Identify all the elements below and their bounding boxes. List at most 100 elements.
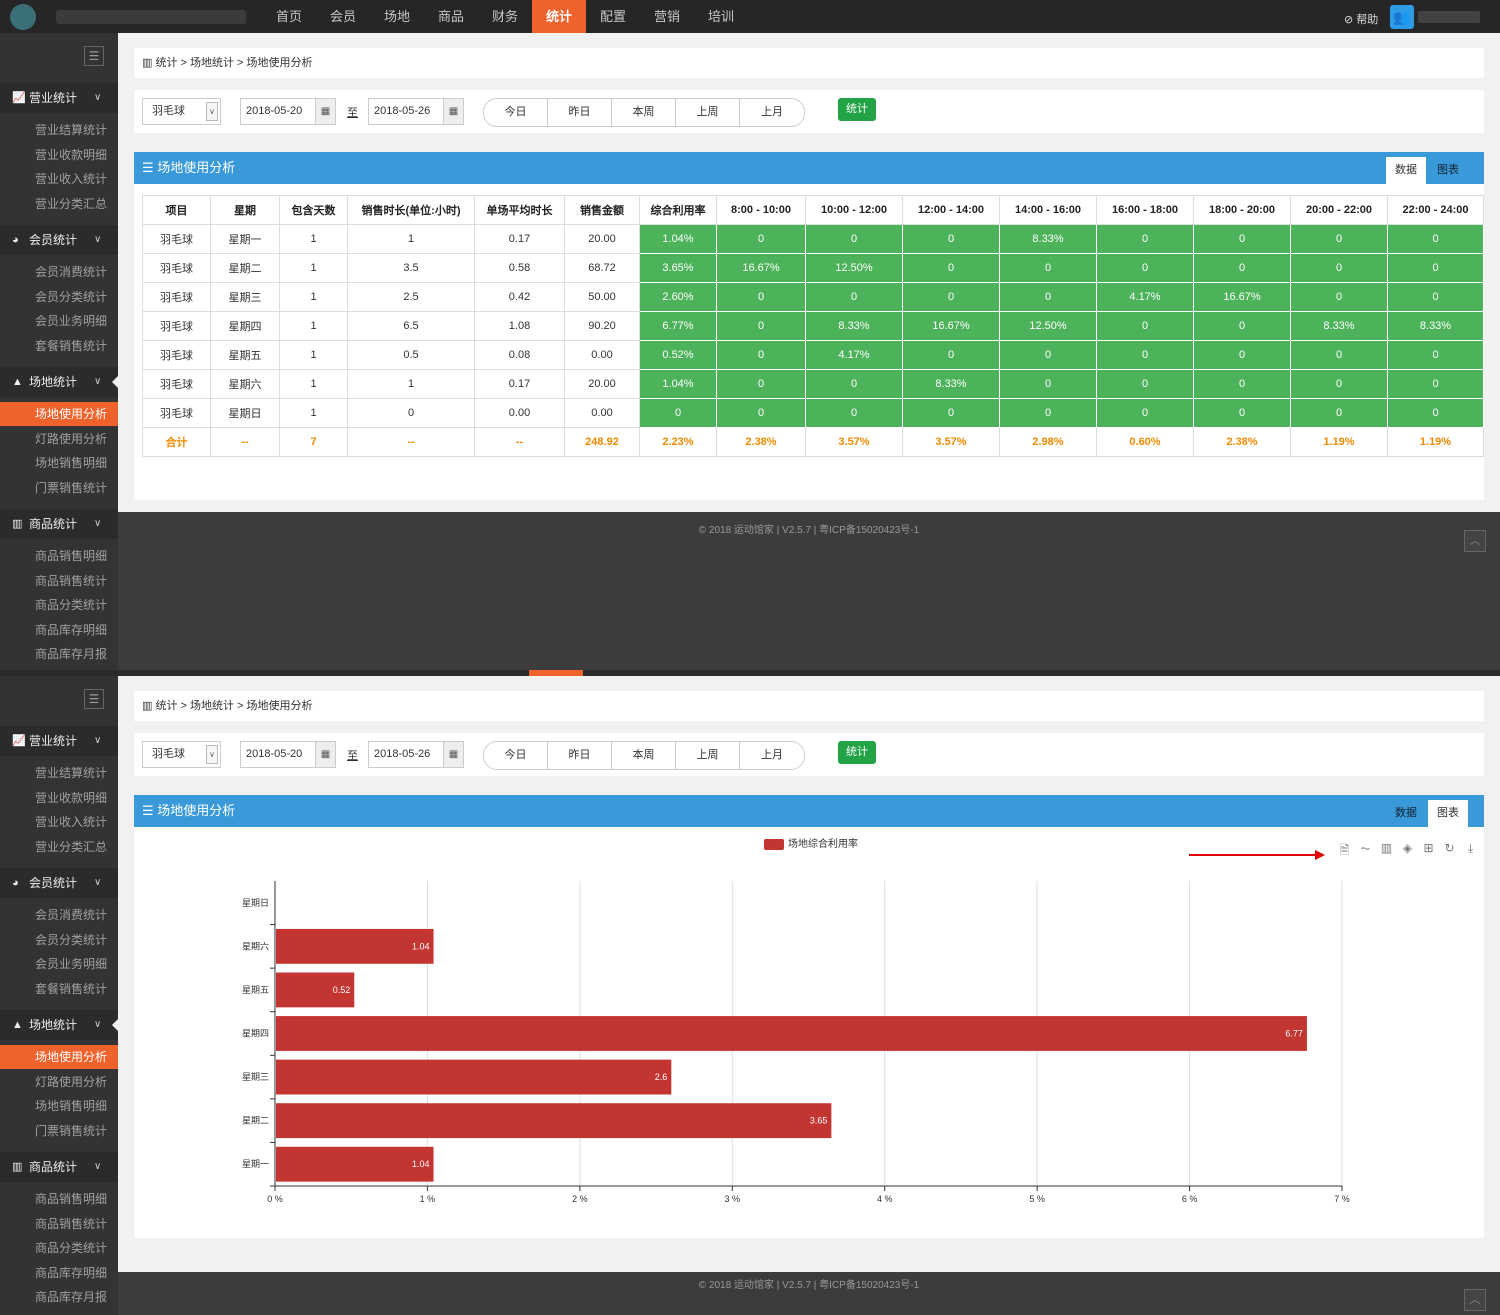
total-cell: 合计	[142, 427, 211, 457]
sidebar-item[interactable]: 商品库存月报	[35, 647, 108, 661]
sidebar-group[interactable]: ▥ 商品统计 ∨	[0, 1152, 118, 1182]
data-view-icon[interactable]: 🗎	[1339, 843, 1350, 857]
sidebar-item[interactable]: 场地使用分析	[0, 1045, 118, 1069]
table-cell: 16.67%	[902, 311, 1000, 341]
sidebar-item[interactable]: 商品销售明细	[35, 1192, 108, 1206]
nav-item[interactable]: 配置	[599, 9, 626, 24]
sidebar-group[interactable]: ◕ 会员统计 ∨	[0, 868, 118, 898]
sidebar-toggle-icon[interactable]: ☰	[84, 689, 104, 709]
nav-item[interactable]: 首页	[275, 9, 302, 24]
sidebar-item[interactable]: 会员分类统计	[35, 289, 108, 304]
quick-range-button[interactable]: 上周	[676, 742, 740, 769]
restore-icon[interactable]: ↻	[1444, 841, 1455, 855]
sidebar-item[interactable]: 营业结算统计	[35, 123, 108, 137]
nav-item[interactable]: 商品	[437, 9, 464, 24]
start-date-input[interactable]: 2018-05-20 ▦	[240, 98, 336, 125]
sport-select[interactable]: 羽毛球 ∨	[142, 741, 221, 768]
quick-range-button[interactable]: 本周	[612, 742, 676, 769]
nav-item[interactable]: 培训	[707, 9, 734, 24]
sidebar-item[interactable]: 套餐销售统计	[35, 981, 108, 996]
nav-item-active[interactable]: 统计	[532, 0, 586, 33]
bar[interactable]	[276, 1059, 672, 1095]
end-date-input[interactable]: 2018-05-26 ▦	[368, 741, 464, 768]
sidebar-item[interactable]: 场地销售明细	[35, 456, 108, 470]
bar[interactable]	[276, 1103, 832, 1139]
chart-legend[interactable]: 场地综合利用率	[764, 839, 858, 851]
tiled-icon[interactable]: ⊞	[1423, 841, 1434, 855]
quick-range-button[interactable]: 今日	[484, 742, 548, 769]
tab-chart[interactable]: 图表	[1428, 800, 1468, 827]
sidebar-item[interactable]: 场地销售明细	[35, 1099, 108, 1113]
sidebar-group[interactable]: 📈 营业统计 ∨	[0, 726, 118, 756]
calendar-icon[interactable]: ▦	[315, 742, 335, 767]
bar[interactable]	[276, 1146, 434, 1182]
sidebar-item[interactable]: 会员消费统计	[35, 908, 108, 922]
sidebar-group[interactable]: 📈 营业统计 ∨	[0, 83, 118, 113]
line-switch-icon[interactable]: ⏦	[1360, 841, 1371, 855]
bar-switch-icon[interactable]: ▥	[1380, 841, 1393, 855]
sidebar-item[interactable]: 场地使用分析	[0, 402, 118, 426]
quick-range-button[interactable]: 昨日	[548, 99, 612, 126]
sidebar-item[interactable]: 营业结算统计	[35, 766, 108, 780]
sidebar-item[interactable]: 商品分类统计	[35, 598, 108, 612]
sidebar-item[interactable]: 会员分类统计	[35, 932, 108, 947]
bar[interactable]	[276, 1016, 1307, 1051]
sidebar-item[interactable]: 商品库存明细	[35, 1265, 108, 1280]
calendar-icon[interactable]: ▦	[315, 99, 335, 124]
calendar-icon[interactable]: ▦	[443, 742, 463, 767]
submit-button[interactable]: 统计	[838, 741, 876, 764]
nav-item[interactable]: 营销	[653, 9, 680, 24]
sidebar-group[interactable]: ▲ 场地统计 ∨	[0, 1010, 118, 1040]
bar[interactable]	[276, 972, 355, 1008]
sidebar-item[interactable]: 商品销售统计	[35, 573, 108, 588]
tab-data[interactable]: 数据	[1395, 807, 1417, 819]
save-image-icon[interactable]: ⤓	[1467, 841, 1474, 855]
sidebar-item[interactable]: 套餐销售统计	[35, 338, 108, 353]
sidebar-item[interactable]: 灯路使用分析	[35, 431, 108, 446]
sidebar-group[interactable]: ▥ 商品统计 ∨	[0, 509, 118, 539]
back-to-top-button[interactable]: ︿	[1464, 530, 1486, 552]
sport-select[interactable]: 羽毛球 ∨	[142, 98, 221, 125]
sidebar-item[interactable]: 灯路使用分析	[35, 1074, 108, 1089]
nav-item[interactable]: 财务	[491, 9, 518, 24]
end-date-input[interactable]: 2018-05-26 ▦	[368, 98, 464, 125]
sidebar-item[interactable]: 会员业务明细	[35, 957, 108, 971]
sidebar-item[interactable]: 商品销售统计	[35, 1216, 108, 1231]
bar[interactable]	[276, 928, 434, 964]
help-link[interactable]: ⊘ 帮助	[1344, 14, 1379, 26]
sidebar-item[interactable]: 营业收入统计	[35, 815, 108, 829]
back-to-top-button[interactable]: ︿	[1464, 1289, 1486, 1311]
sidebar-group[interactable]: ▲ 场地统计 ∨	[0, 367, 118, 397]
sidebar-item[interactable]: 商品库存明细	[35, 622, 108, 637]
quick-range-button[interactable]: 上月	[740, 99, 804, 126]
stack-icon[interactable]: ◈	[1402, 841, 1413, 855]
calendar-icon[interactable]: ▦	[443, 99, 463, 124]
sidebar-toggle-icon[interactable]: ☰	[84, 46, 104, 66]
sidebar-item[interactable]: 门票销售统计	[35, 1123, 108, 1138]
sidebar-item[interactable]: 营业收款明细	[35, 147, 108, 162]
quick-range-button[interactable]: 上月	[740, 742, 804, 769]
tab-chart[interactable]: 图表	[1437, 164, 1459, 176]
sidebar-item[interactable]: 门票销售统计	[35, 480, 108, 495]
nav-item[interactable]: 场地	[383, 9, 410, 24]
submit-button[interactable]: 统计	[838, 98, 876, 121]
sidebar-item[interactable]: 营业收入统计	[35, 172, 108, 186]
quick-range-button[interactable]: 上周	[676, 99, 740, 126]
quick-range-button[interactable]: 今日	[484, 99, 548, 126]
quick-range-button[interactable]: 昨日	[548, 742, 612, 769]
tab-data[interactable]: 数据	[1386, 157, 1426, 184]
username-blurred[interactable]	[1418, 11, 1480, 23]
sidebar-item[interactable]: 会员消费统计	[35, 265, 108, 279]
sidebar-item[interactable]: 营业收款明细	[35, 790, 108, 805]
quick-range-button[interactable]: 本周	[612, 99, 676, 126]
sidebar-item[interactable]: 营业分类汇总	[35, 839, 108, 854]
sidebar-item[interactable]: 会员业务明细	[35, 314, 108, 328]
sidebar-item[interactable]: 商品库存月报	[35, 1290, 108, 1304]
sidebar-item[interactable]: 商品分类统计	[35, 1241, 108, 1255]
sidebar-item[interactable]: 营业分类汇总	[35, 196, 108, 211]
start-date-input[interactable]: 2018-05-20 ▦	[240, 741, 336, 768]
avatar[interactable]: 👥	[1390, 5, 1414, 29]
nav-item[interactable]: 会员	[329, 9, 356, 24]
sidebar-item[interactable]: 商品销售明细	[35, 549, 108, 563]
sidebar-group[interactable]: ◕ 会员统计 ∨	[0, 225, 118, 255]
